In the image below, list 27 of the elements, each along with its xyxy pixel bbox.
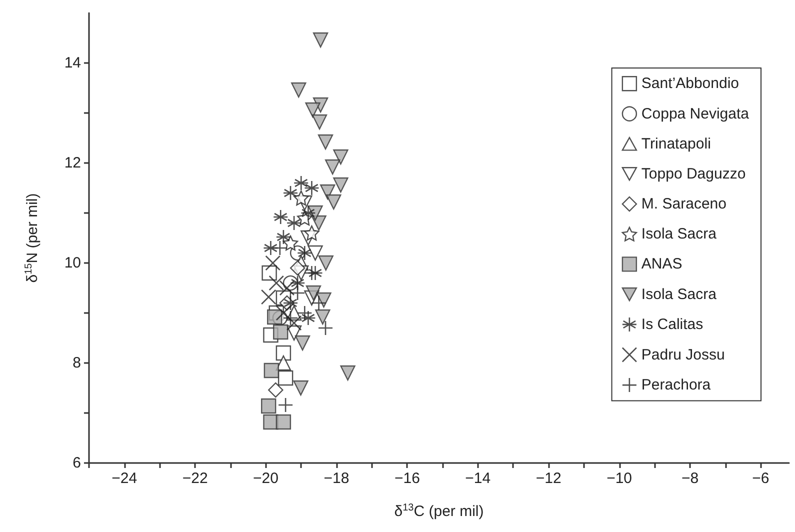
legend-label: Coppa Nevigata (641, 105, 750, 122)
x-tick-label: −24 (112, 470, 138, 487)
x-tick-label: −22 (182, 470, 208, 487)
legend-label: Padru Jossu (641, 346, 725, 364)
legend-label: Is Calitas (641, 316, 704, 333)
legend-label: Trinatapoli (641, 135, 711, 152)
x-tick-label: −10 (606, 470, 632, 487)
y-tick-label: 10 (64, 254, 81, 272)
legend-label: ANAS (641, 256, 682, 273)
y-tick-label: 6 (72, 454, 81, 472)
x-tick-label: −16 (394, 470, 420, 487)
legend-label: Sant’Abbondio (641, 75, 740, 92)
legend-label: Isola Sacra (641, 286, 718, 303)
y-tick-label: 14 (64, 54, 81, 72)
x-tick-label: −12 (536, 470, 562, 487)
x-tick-label: −18 (324, 470, 350, 487)
legend-label: M. Saraceno (641, 196, 726, 212)
y-axis-title: δ15N (per mil) (24, 193, 41, 283)
x-tick-label: −20 (253, 470, 278, 487)
legend-label: Isola Sacra (641, 226, 718, 243)
y-tick-label: 8 (72, 354, 81, 372)
legend-label: Toppo Daguzzo (641, 165, 746, 182)
y-tick-label: 12 (64, 154, 81, 172)
x-tick-label: −14 (465, 470, 491, 487)
legend-label: Perachora (641, 376, 712, 394)
x-tick-label: −6 (752, 470, 770, 487)
x-tick-label: −8 (681, 470, 699, 487)
